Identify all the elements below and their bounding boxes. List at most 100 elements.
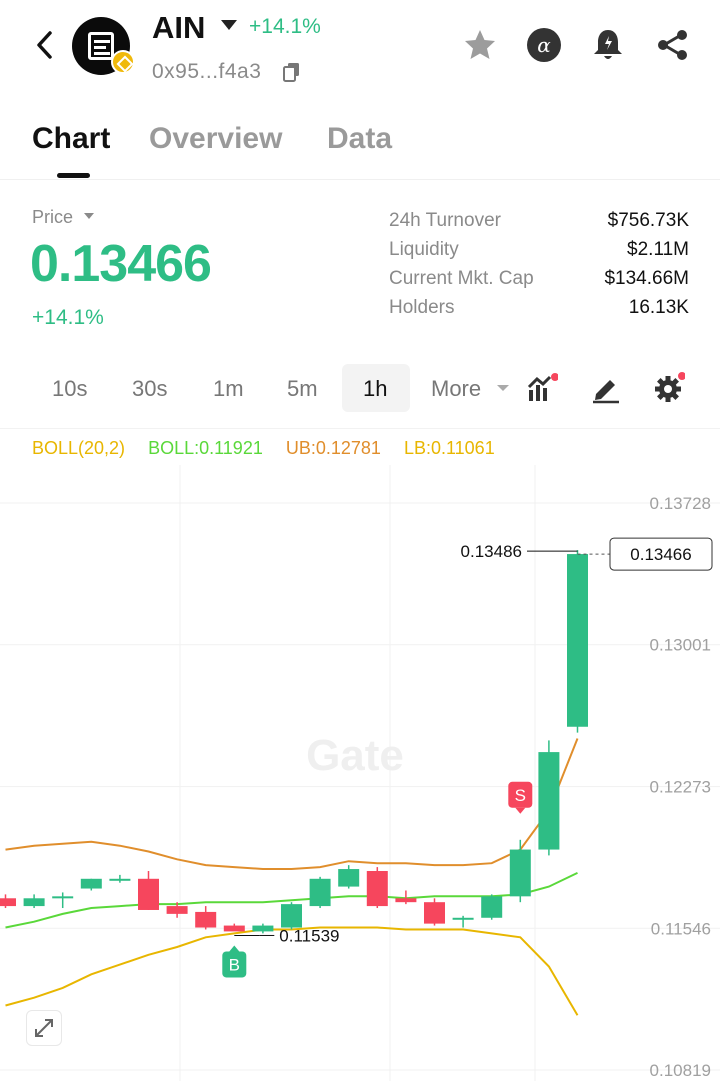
low-price-label: 0.11539 <box>279 926 339 945</box>
stat-value: $756.73K <box>607 210 689 231</box>
candle <box>252 923 274 934</box>
candle-body <box>452 917 474 920</box>
candle <box>52 892 74 909</box>
candle <box>223 923 245 932</box>
stat-label: Current Mkt. Cap <box>389 268 534 289</box>
token-logo <box>72 17 130 75</box>
market-stats: 24h Turnover $756.73K Liquidity $2.11M C… <box>389 210 689 326</box>
candle <box>338 865 360 889</box>
candle-body <box>424 902 445 924</box>
tab-data[interactable]: Data <box>327 122 393 155</box>
candle <box>481 894 503 920</box>
sell-marker: S <box>508 781 533 814</box>
interval-30s[interactable]: 30s <box>132 376 168 401</box>
interval-selector: 10s 30s 1m 5m 1h More <box>0 362 720 414</box>
candle-body <box>567 554 588 727</box>
candle-body <box>538 752 560 850</box>
candle <box>0 894 16 909</box>
stat-value: 16.13K <box>628 297 689 318</box>
stat-row-liquidity: Liquidity $2.11M <box>389 239 689 268</box>
y-axis-tick-label: 0.10819 <box>650 1061 711 1080</box>
candle <box>395 890 417 905</box>
interval-5m[interactable]: 5m <box>287 376 318 401</box>
candlestick-chart[interactable]: Gate 0.13728 0.13001 0.12273 0.11546 0.10819 0… <box>0 465 720 1081</box>
tab-overview[interactable]: Overview <box>149 122 283 155</box>
alpha-icon[interactable]: α <box>526 27 562 63</box>
header-price-change: +14.1% <box>249 15 321 38</box>
y-axis-tick-label: 0.13001 <box>650 636 711 655</box>
price-change: +14.1% <box>32 306 104 329</box>
bnb-chain-badge-icon <box>111 50 135 74</box>
active-interval-highlight <box>342 364 410 412</box>
expand-arrows-icon <box>35 1019 53 1037</box>
high-price-label: 0.13486 <box>461 542 522 561</box>
candle-body <box>309 878 331 907</box>
stat-label: Holders <box>389 297 455 318</box>
expand-chart-button[interactable] <box>26 1010 62 1046</box>
candle <box>452 915 474 928</box>
star-icon[interactable] <box>462 27 498 63</box>
interval-more[interactable]: More <box>431 376 482 401</box>
boll-mid-value: BOLL:0.11921 <box>148 438 263 458</box>
marker-pointer <box>515 807 526 814</box>
drawing-tool-pencil-icon[interactable] <box>590 372 622 404</box>
price-dropdown-caret-icon[interactable] <box>84 213 94 219</box>
contract-address: 0x95...f4a3 <box>152 60 262 83</box>
stat-row-market-cap: Current Mkt. Cap $134.66M <box>389 268 689 297</box>
candle-body <box>481 896 503 918</box>
stat-value: $134.66M <box>604 268 689 289</box>
boll-upper-band-line <box>5 738 579 870</box>
boll-lower-band-line <box>5 926 579 1016</box>
marker-label: B <box>229 955 240 974</box>
interval-1m[interactable]: 1m <box>213 376 244 401</box>
stat-row-turnover: 24h Turnover $756.73K <box>389 210 689 239</box>
price-alert-bell-icon[interactable] <box>590 27 626 63</box>
chart-divider <box>0 428 720 429</box>
boll-params: BOLL(20,2) <box>32 438 126 458</box>
share-icon[interactable] <box>655 27 691 63</box>
chart-settings-gear-icon[interactable] <box>653 372 685 404</box>
candle-body <box>366 870 388 907</box>
header: AIN +14.1% 0x95...f4a3 α <box>0 0 720 95</box>
candle <box>538 740 560 856</box>
candle <box>166 902 188 918</box>
y-axis-tick-label: 0.12273 <box>650 778 711 797</box>
interval-1h[interactable]: 1h <box>363 376 388 401</box>
candle-body <box>109 878 131 881</box>
candle <box>195 906 217 930</box>
token-symbol[interactable]: AIN <box>152 10 206 45</box>
interval-10s[interactable]: 10s <box>52 376 88 401</box>
candle-body <box>252 925 274 932</box>
current-price-box <box>609 537 713 571</box>
candle-body <box>281 904 302 928</box>
candle-body <box>509 849 531 897</box>
symbol-dropdown-caret-icon[interactable] <box>221 20 237 30</box>
candle-body <box>338 869 360 887</box>
indicators-icon[interactable] <box>526 372 558 404</box>
marker-badge <box>222 951 247 978</box>
candle <box>424 898 445 926</box>
current-price: 0.13466 <box>30 235 212 293</box>
active-tab-indicator <box>57 173 90 178</box>
stat-label: Liquidity <box>389 239 459 260</box>
svg-text:α: α <box>537 33 551 57</box>
boll-middle-band-line <box>5 871 578 929</box>
copy-icon[interactable] <box>283 62 301 82</box>
more-intervals-caret-icon[interactable] <box>497 385 509 391</box>
stat-label: 24h Turnover <box>389 210 501 231</box>
candle-body <box>395 898 417 903</box>
buy-marker: B <box>222 945 247 978</box>
main-tabs: Chart Overview Data <box>0 118 720 180</box>
candle <box>80 878 102 891</box>
stat-value: $2.11M <box>627 239 689 260</box>
marker-badge <box>508 781 533 808</box>
candle-body <box>0 898 16 907</box>
boll-upper-value: UB:0.12781 <box>285 438 381 458</box>
tab-chart[interactable]: Chart <box>32 122 111 155</box>
back-arrow-icon[interactable] <box>30 28 60 62</box>
price-label[interactable]: Price <box>32 207 74 227</box>
y-axis-tick-label: 0.11546 <box>651 919 711 938</box>
boll-lower-value: LB:0.11061 <box>403 438 495 458</box>
candle-body <box>166 906 188 914</box>
candle <box>567 550 588 733</box>
